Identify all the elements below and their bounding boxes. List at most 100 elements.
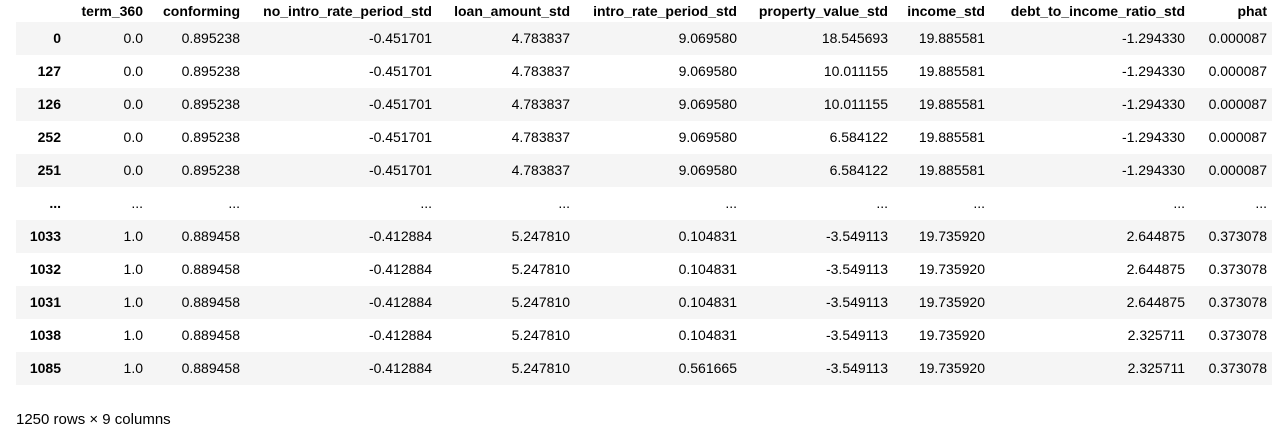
table-row: 1085 1.0 0.889458 -0.412884 5.247810 0.561665… — [16, 352, 1272, 385]
cell-loan-amount-std: ... — [558, 195, 570, 211]
row-index: 252 — [37, 129, 61, 145]
cell-term-360: 0.0 — [123, 96, 143, 112]
cell-property-value-std: -3.549113 — [825, 327, 888, 343]
cell-intro-rate-period-std: 9.069580 — [678, 162, 737, 178]
cell-phat: ... — [1255, 195, 1267, 211]
cell-loan-amount-std: 4.783837 — [511, 63, 570, 79]
cell-debt-to-income-ratio-std: -1.294330 — [1121, 30, 1185, 46]
cell-debt-to-income-ratio-std: -1.294330 — [1121, 63, 1185, 79]
row-index: ... — [49, 195, 61, 211]
ellipsis-row: .............................. — [16, 187, 1272, 220]
cell-no-intro-rate-period-std: -0.451701 — [368, 162, 432, 178]
cell-income-std: 19.885581 — [918, 129, 985, 145]
cell-debt-to-income-ratio-std: -1.294330 — [1121, 162, 1185, 178]
cell-conforming: 0.895238 — [181, 129, 240, 145]
table-body: 0 0.0 0.895238 -0.451701 4.783837 9.069580 18.… — [16, 22, 1272, 385]
cell-phat: 0.373078 — [1208, 327, 1267, 343]
cell-income-std: 19.885581 — [918, 96, 985, 112]
table-row: 126 0.0 0.895238 -0.451701 4.783837 9.069580 1… — [16, 88, 1272, 121]
cell-income-std: 19.885581 — [918, 162, 985, 178]
cell-debt-to-income-ratio-std: 2.325711 — [1127, 327, 1185, 343]
cell-loan-amount-std: 5.247810 — [511, 261, 570, 277]
row-index: 251 — [37, 162, 61, 178]
cell-income-std: 19.885581 — [918, 30, 985, 46]
cell-phat: 0.000087 — [1208, 96, 1267, 112]
cell-intro-rate-period-std: 9.069580 — [678, 30, 737, 46]
cell-loan-amount-std: 5.247810 — [511, 327, 570, 343]
cell-property-value-std: ... — [876, 195, 888, 211]
cell-conforming: 0.889458 — [181, 327, 240, 343]
column-header-conforming: conforming — [163, 3, 240, 19]
cell-term-360: 1.0 — [123, 294, 143, 310]
column-header-intro-rate-period-std: intro_rate_period_std — [593, 3, 737, 19]
cell-income-std: ... — [973, 195, 985, 211]
cell-loan-amount-std: 5.247810 — [511, 294, 570, 310]
row-index: 1032 — [29, 261, 61, 277]
dataframe-table: term_360 conforming no_intro_rate_period_s… — [16, 0, 1272, 385]
cell-intro-rate-period-std: 0.104831 — [678, 294, 737, 310]
cell-no-intro-rate-period-std: -0.412884 — [368, 327, 432, 343]
cell-intro-rate-period-std: 0.561665 — [678, 360, 737, 376]
cell-property-value-std: 18.545693 — [821, 30, 888, 46]
cell-intro-rate-period-std: 9.069580 — [678, 96, 737, 112]
column-header-term-360: term_360 — [81, 3, 144, 19]
cell-loan-amount-std: 5.247810 — [511, 360, 570, 376]
cell-property-value-std: -3.549113 — [825, 228, 888, 244]
table-row: 127 0.0 0.895238 -0.451701 4.783837 9.069580 1… — [16, 55, 1272, 88]
cell-intro-rate-period-std: 0.104831 — [678, 327, 737, 343]
row-index: 1085 — [29, 360, 61, 376]
cell-debt-to-income-ratio-std: 2.325711 — [1127, 360, 1185, 376]
table-row: 1033 1.0 0.889458 -0.412884 5.247810 0.104831… — [16, 220, 1272, 253]
cell-conforming: 0.889458 — [181, 261, 240, 277]
cell-income-std: 19.735920 — [918, 261, 985, 277]
column-header-phat: phat — [1237, 3, 1267, 19]
cell-conforming: 0.895238 — [181, 162, 240, 178]
cell-debt-to-income-ratio-std: -1.294330 — [1121, 96, 1185, 112]
cell-property-value-std: 10.011155 — [823, 63, 888, 79]
cell-phat: 0.000087 — [1208, 63, 1267, 79]
cell-phat: 0.000087 — [1208, 129, 1267, 145]
column-header-no-intro-rate-period-std: no_intro_rate_period_std — [263, 3, 432, 19]
cell-phat: 0.000087 — [1208, 30, 1267, 46]
table-row: 1032 1.0 0.889458 -0.412884 5.247810 0.104831… — [16, 253, 1272, 286]
cell-no-intro-rate-period-std: ... — [420, 195, 432, 211]
cell-debt-to-income-ratio-std: 2.644875 — [1126, 228, 1185, 244]
cell-debt-to-income-ratio-std: 2.644875 — [1126, 294, 1185, 310]
cell-conforming: 0.889458 — [181, 360, 240, 376]
cell-no-intro-rate-period-std: -0.412884 — [368, 261, 432, 277]
cell-term-360: 1.0 — [123, 261, 143, 277]
cell-debt-to-income-ratio-std: -1.294330 — [1121, 129, 1185, 145]
table-row: 1038 1.0 0.889458 -0.412884 5.247810 0.104831… — [16, 319, 1272, 352]
cell-term-360: 0.0 — [123, 162, 143, 178]
index-column-header — [16, 0, 66, 22]
cell-phat: 0.373078 — [1208, 360, 1267, 376]
cell-phat: 0.373078 — [1208, 228, 1267, 244]
cell-intro-rate-period-std: 9.069580 — [678, 129, 737, 145]
cell-property-value-std: -3.549113 — [825, 360, 888, 376]
row-index: 1038 — [29, 327, 61, 343]
cell-conforming: 0.889458 — [181, 228, 240, 244]
cell-property-value-std: 6.584122 — [829, 129, 888, 145]
cell-debt-to-income-ratio-std: 2.644875 — [1126, 261, 1185, 277]
cell-intro-rate-period-std: 0.104831 — [678, 261, 737, 277]
cell-phat: 0.373078 — [1208, 261, 1267, 277]
row-index: 127 — [37, 63, 61, 79]
cell-income-std: 19.735920 — [918, 360, 985, 376]
cell-term-360: ... — [131, 195, 143, 211]
cell-income-std: 19.735920 — [918, 294, 985, 310]
cell-term-360: 0.0 — [123, 63, 143, 79]
cell-income-std: 19.735920 — [918, 327, 985, 343]
header-row: term_360 conforming no_intro_rate_period_s… — [16, 0, 1272, 22]
cell-property-value-std: 10.011155 — [823, 96, 888, 112]
cell-no-intro-rate-period-std: -0.412884 — [368, 294, 432, 310]
cell-term-360: 1.0 — [123, 327, 143, 343]
column-header-debt-to-income-ratio-std: debt_to_income_ratio_std — [1010, 3, 1185, 19]
dataframe-shape-footer: 1250 rows × 9 columns — [16, 411, 171, 428]
cell-conforming: 0.895238 — [181, 63, 240, 79]
cell-conforming: ... — [228, 195, 240, 211]
cell-intro-rate-period-std: 0.104831 — [678, 228, 737, 244]
cell-property-value-std: -3.549113 — [825, 294, 888, 310]
cell-phat: 0.373078 — [1208, 294, 1267, 310]
cell-loan-amount-std: 5.247810 — [511, 228, 570, 244]
row-index: 0 — [53, 30, 61, 46]
